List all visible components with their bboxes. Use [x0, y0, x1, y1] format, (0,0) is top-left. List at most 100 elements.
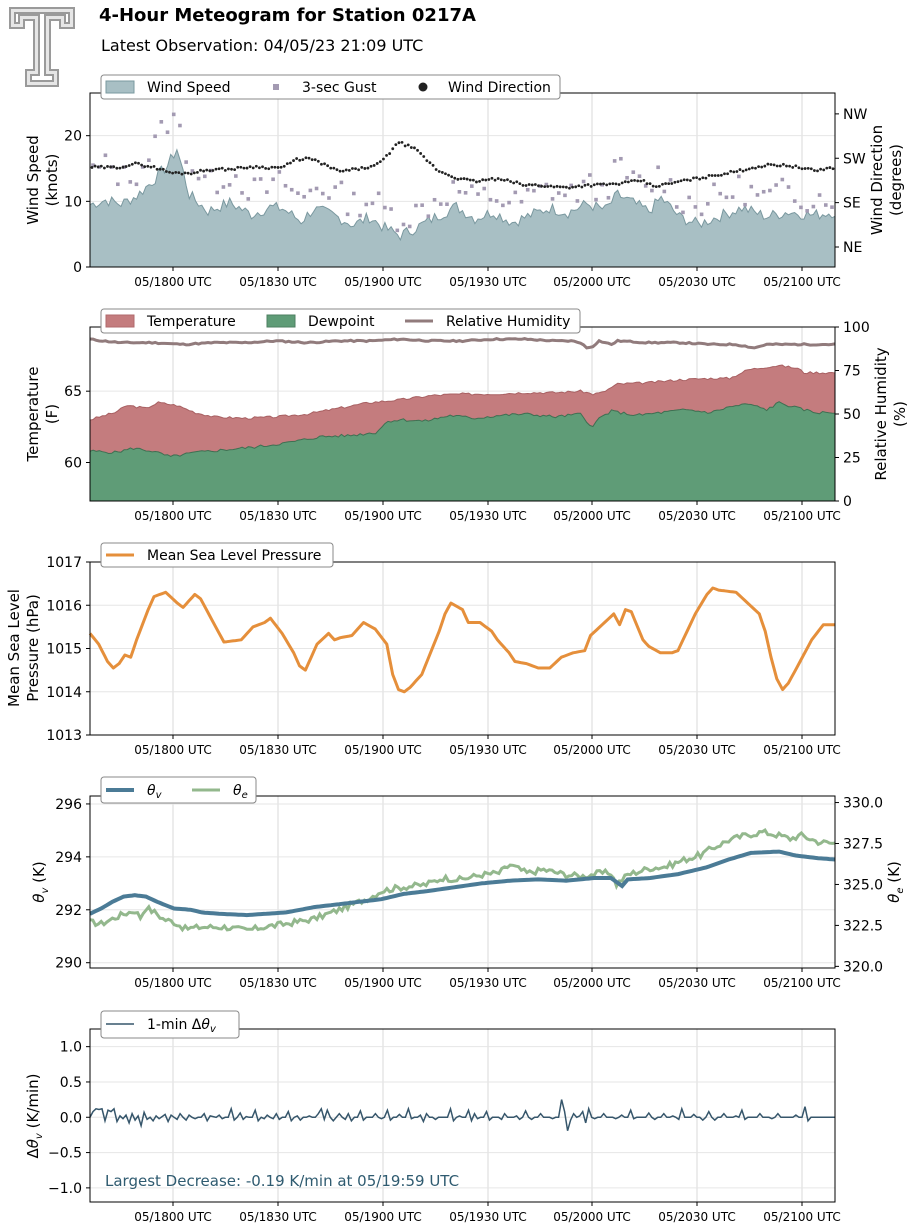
- direction-marker: [360, 165, 364, 169]
- wind-y2-ticks: NE SE SW NW: [835, 107, 867, 256]
- direction-marker: [673, 180, 677, 184]
- direction-marker: [134, 161, 137, 165]
- y2-tick-label: 100: [843, 320, 870, 336]
- direction-marker: [307, 156, 311, 160]
- direction-marker: [723, 172, 726, 176]
- direction-marker: [524, 184, 528, 187]
- direction-marker: [701, 176, 705, 180]
- y-tick-label: 1.0: [60, 1040, 82, 1056]
- x-tick-label: 05/2100 UTC: [763, 976, 840, 990]
- wind-legend: Wind Speed 3-sec Gust Wind Direction: [100, 74, 561, 100]
- thermo-ylabel-line2: (F): [43, 404, 61, 424]
- x-tick-label: 05/2100 UTC: [763, 1210, 840, 1224]
- y-tick-label: 1014: [46, 685, 82, 701]
- x-tick-label: 05/1800 UTC: [134, 275, 211, 289]
- x-tick-label: 05/1830 UTC: [239, 743, 316, 757]
- direction-marker: [106, 165, 109, 168]
- direction-marker: [202, 169, 206, 173]
- direction-marker: [645, 182, 649, 186]
- direction-marker: [208, 169, 212, 173]
- y-tick-label: 1016: [46, 598, 82, 614]
- direction-marker: [338, 169, 342, 173]
- direction-marker: [664, 182, 667, 185]
- direction-marker: [521, 184, 525, 187]
- theta-e-line: [89, 828, 836, 933]
- gust-marker: [153, 134, 157, 139]
- pressure-grid: [90, 561, 835, 736]
- gust-marker: [556, 191, 561, 195]
- gust-marker: [159, 120, 164, 124]
- direction-marker: [502, 179, 506, 182]
- x-tick-label: 05/1900 UTC: [344, 1210, 421, 1224]
- gust-marker: [612, 159, 617, 163]
- direction-marker: [487, 178, 491, 181]
- y-tick-label: −0.5: [48, 1146, 82, 1162]
- gust-marker: [333, 185, 337, 189]
- direction-marker: [335, 168, 339, 172]
- direction-marker: [388, 152, 392, 155]
- gust-marker: [134, 182, 139, 187]
- y-tick-label: 1015: [46, 642, 82, 658]
- x-tick-label: 05/2030 UTC: [658, 1210, 735, 1224]
- gust-marker: [258, 177, 263, 181]
- direction-marker: [196, 171, 199, 174]
- gust-marker: [488, 197, 493, 202]
- direction-marker: [654, 185, 658, 189]
- direction-marker: [127, 164, 131, 167]
- direction-marker: [186, 171, 190, 175]
- direction-marker: [831, 167, 835, 171]
- gust-marker: [619, 156, 623, 161]
- pressure-legend-frame: [100, 542, 334, 568]
- y2-tick-label: SW: [843, 151, 866, 167]
- direction-marker: [735, 170, 739, 173]
- direction-marker: [354, 167, 357, 171]
- direction-marker: [809, 167, 813, 171]
- direction-marker: [670, 182, 674, 185]
- direction-marker: [543, 185, 547, 189]
- x-tick-label: 05/1930 UTC: [449, 509, 526, 523]
- wind-speed-legend-swatch: [105, 80, 135, 94]
- direction-marker: [227, 167, 230, 171]
- direction-marker: [459, 177, 463, 181]
- direction-marker: [667, 182, 671, 186]
- x-tick-label: 05/2100 UTC: [763, 275, 840, 289]
- direction-marker: [465, 177, 469, 181]
- direction-marker: [109, 165, 113, 169]
- direction-marker: [217, 167, 221, 171]
- direction-marker: [679, 179, 683, 183]
- direction-marker: [285, 162, 289, 166]
- dtheta-y-ticks: −1.0 −0.5 0.0 0.5 1.0: [48, 1040, 90, 1197]
- y-tick-label: 0.0: [60, 1110, 82, 1126]
- gust-marker: [215, 190, 220, 195]
- y-tick-label: 1013: [46, 728, 82, 744]
- gust-marker: [569, 183, 573, 188]
- theta-y2label: θe (K): [885, 861, 906, 903]
- gust-marker: [594, 197, 598, 202]
- gust-marker: [606, 195, 611, 200]
- direction-marker: [211, 169, 215, 172]
- humidity-line: [89, 337, 836, 350]
- y2-tick-label: 322.5: [843, 918, 883, 934]
- gust-marker: [246, 197, 251, 201]
- direction-marker: [416, 148, 419, 152]
- gust-marker: [370, 201, 375, 206]
- direction-marker: [738, 168, 742, 171]
- thermo-legend-frame: [100, 308, 581, 334]
- direction-marker: [192, 171, 196, 175]
- theta-legend: θv θe: [100, 776, 257, 804]
- direction-marker: [778, 164, 782, 168]
- wind-ylabel-line2: (knots): [43, 154, 61, 207]
- direction-marker: [366, 166, 370, 170]
- direction-marker: [729, 169, 733, 173]
- direction-marker: [688, 179, 692, 182]
- direction-marker: [394, 143, 398, 147]
- panel-theta: 05/1800 UTC 05/1830 UTC 05/1900 UTC 05/1930…: [30, 776, 906, 990]
- direction-marker: [676, 180, 680, 184]
- direction-marker: [403, 144, 407, 148]
- dtheta-plot-frame: [89, 1028, 836, 1203]
- gust-marker: [749, 184, 754, 189]
- direction-marker: [462, 177, 466, 180]
- direction-marker: [530, 183, 534, 187]
- gust-marker: [780, 177, 785, 182]
